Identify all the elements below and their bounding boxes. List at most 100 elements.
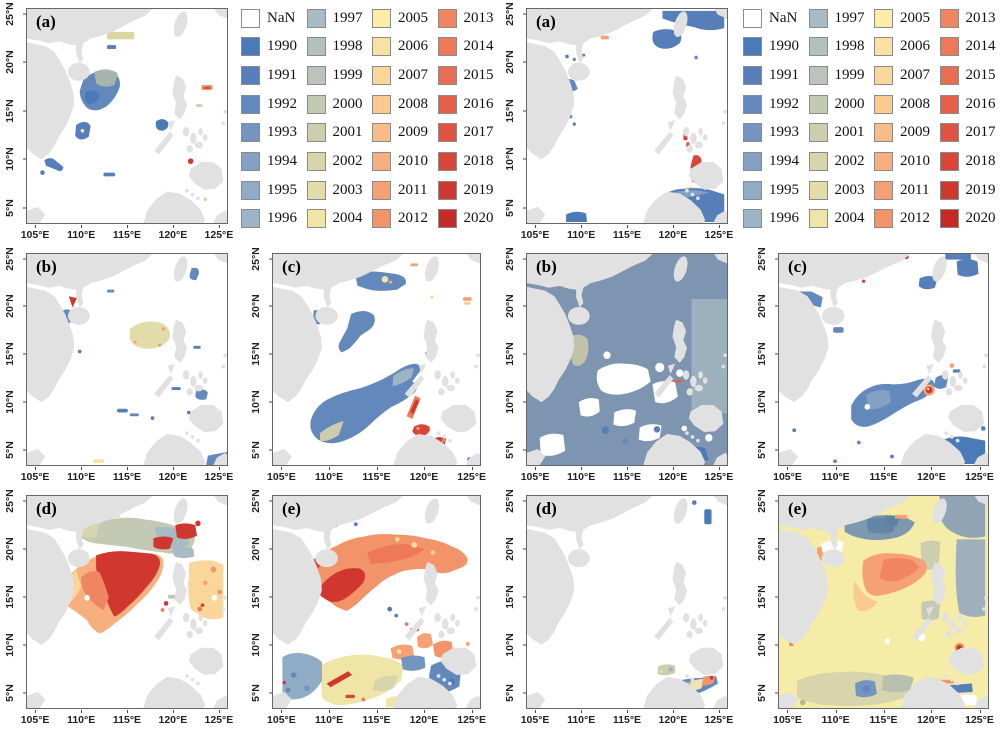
legend-year-label: 2010 <box>900 152 930 169</box>
legend-swatch <box>874 151 893 171</box>
legend-year-label: 2017 <box>463 124 494 141</box>
legend-year-label: 2011 <box>900 181 930 198</box>
y-tick-mark <box>269 449 272 451</box>
legend-item-1990: 1990 <box>241 33 302 62</box>
y-tick-label: 20°N <box>4 294 16 319</box>
legend-swatch <box>808 8 828 28</box>
y-axis: 5°N 10°N 15°N 20°N 25°N <box>0 489 26 709</box>
x-tick-label: 110°E <box>567 229 596 241</box>
x-tick-label: 105°E <box>520 714 550 726</box>
legend-year-label: 2014 <box>965 38 996 55</box>
data-overlay <box>58 512 224 706</box>
legend-swatch <box>306 37 326 57</box>
legend-swatch <box>241 180 260 200</box>
legend-swatch <box>437 8 457 28</box>
y-tick-mark <box>775 258 778 260</box>
x-tick-mark <box>329 467 331 470</box>
legend-item-1998: 1998 <box>306 33 368 62</box>
legend-item-2013: 2013 <box>939 4 1000 33</box>
y-tick-mark <box>23 13 26 15</box>
x-tick-mark <box>883 710 885 713</box>
map-panel-right-b: 5°N 10°N 15°N 20°N 25°N <box>500 245 737 487</box>
map-plot: (e) <box>778 495 989 709</box>
map-plot: (d) <box>26 495 228 709</box>
legend-item-2014: 2014 <box>939 33 1000 62</box>
legend-item-1994: 1994 <box>241 147 302 176</box>
legend-swatch <box>743 94 762 114</box>
legend-year-label: 1999 <box>332 67 363 84</box>
data-overlay <box>647 500 718 708</box>
y-tick-mark <box>23 449 26 451</box>
y-tick-label: 25°N <box>756 247 768 271</box>
legend-year-label: 2009 <box>398 124 428 141</box>
map-plot: (c) <box>778 253 989 466</box>
x-tick-mark <box>581 225 583 228</box>
legend-item-2002: 2002 <box>306 147 368 176</box>
x-tick-label: 120°E <box>158 714 188 726</box>
legend-year-label: 2001 <box>332 124 363 141</box>
y-tick-mark <box>269 401 272 403</box>
x-tick-label: 125°E <box>457 714 486 726</box>
x-tick-mark <box>835 710 837 713</box>
legend-year-label: 2013 <box>463 9 494 26</box>
legend-swatch <box>437 209 457 229</box>
y-tick-label: 10°N <box>504 390 516 414</box>
legend-year-label: 1993 <box>769 124 799 141</box>
y-tick-mark <box>23 61 26 63</box>
legend-year-label: 2007 <box>398 67 428 84</box>
map-panel-right-a: 5°N 10°N 15°N 20°N 25°N <box>500 0 737 245</box>
legend-item-2007: 2007 <box>372 61 433 90</box>
x-tick-mark <box>471 710 473 713</box>
y-tick-label: 20°N <box>250 536 262 561</box>
x-tick-mark <box>376 710 378 713</box>
legend-item-2001: 2001 <box>808 119 870 148</box>
x-tick-mark <box>535 225 537 228</box>
panel-label: (c) <box>282 257 301 276</box>
panel-label: (d) <box>536 499 557 518</box>
legend-swatch <box>372 151 391 171</box>
map-plot: (b) <box>26 253 228 466</box>
y-tick-mark <box>269 305 272 307</box>
legend-swatch <box>743 37 762 57</box>
y-tick-mark <box>23 644 26 646</box>
y-tick-label: 15°N <box>250 342 262 367</box>
y-tick-label: 5°N <box>4 440 16 459</box>
y-tick-label: 10°N <box>756 390 768 414</box>
legend-year-label: 2007 <box>900 67 930 84</box>
x-tick-label: 115°E <box>112 471 142 483</box>
legend-year-label: 2009 <box>900 124 930 141</box>
legend-swatch <box>808 151 828 171</box>
x-tick-mark <box>581 467 583 470</box>
legend-year-label: 2016 <box>965 95 996 112</box>
x-tick-label: 105°E <box>520 229 550 241</box>
legend-swatch <box>241 37 260 57</box>
y-tick-label: 20°N <box>504 294 516 319</box>
panel-label: (e) <box>788 499 807 518</box>
legend-item-1996: 1996 <box>241 204 302 233</box>
map-panel-right-d: 5°N 10°N 15°N 20°N 25°N (d) 105°E <box>500 487 737 730</box>
y-tick-mark <box>775 401 778 403</box>
y-tick-mark <box>775 548 778 550</box>
legend-swatch <box>241 123 260 143</box>
map-canvas <box>779 254 988 465</box>
x-tick-mark <box>423 710 425 713</box>
legend-year-label: 2000 <box>332 95 363 112</box>
x-tick-label: 120°E <box>158 471 188 483</box>
x-tick-mark <box>329 710 331 713</box>
x-tick-label: 110°E <box>67 229 96 241</box>
legend-year-label: 1990 <box>267 38 297 55</box>
x-tick-mark <box>979 467 981 470</box>
y-tick-mark <box>523 500 526 502</box>
y-tick-mark <box>775 644 778 646</box>
y-axis: 5°N 10°N 15°N 20°N 25°N <box>500 489 526 709</box>
panel-label: (d) <box>36 499 57 518</box>
x-tick-label: 125°E <box>965 714 994 726</box>
x-tick-mark <box>281 467 283 470</box>
legend-swatch <box>306 123 326 143</box>
legend-year-label: 2020 <box>463 210 494 227</box>
x-tick-label: 115°E <box>362 714 391 726</box>
legend-swatch <box>306 8 326 28</box>
y-tick-label: 5°N <box>250 440 262 459</box>
x-tick-label: 105°E <box>773 471 802 483</box>
